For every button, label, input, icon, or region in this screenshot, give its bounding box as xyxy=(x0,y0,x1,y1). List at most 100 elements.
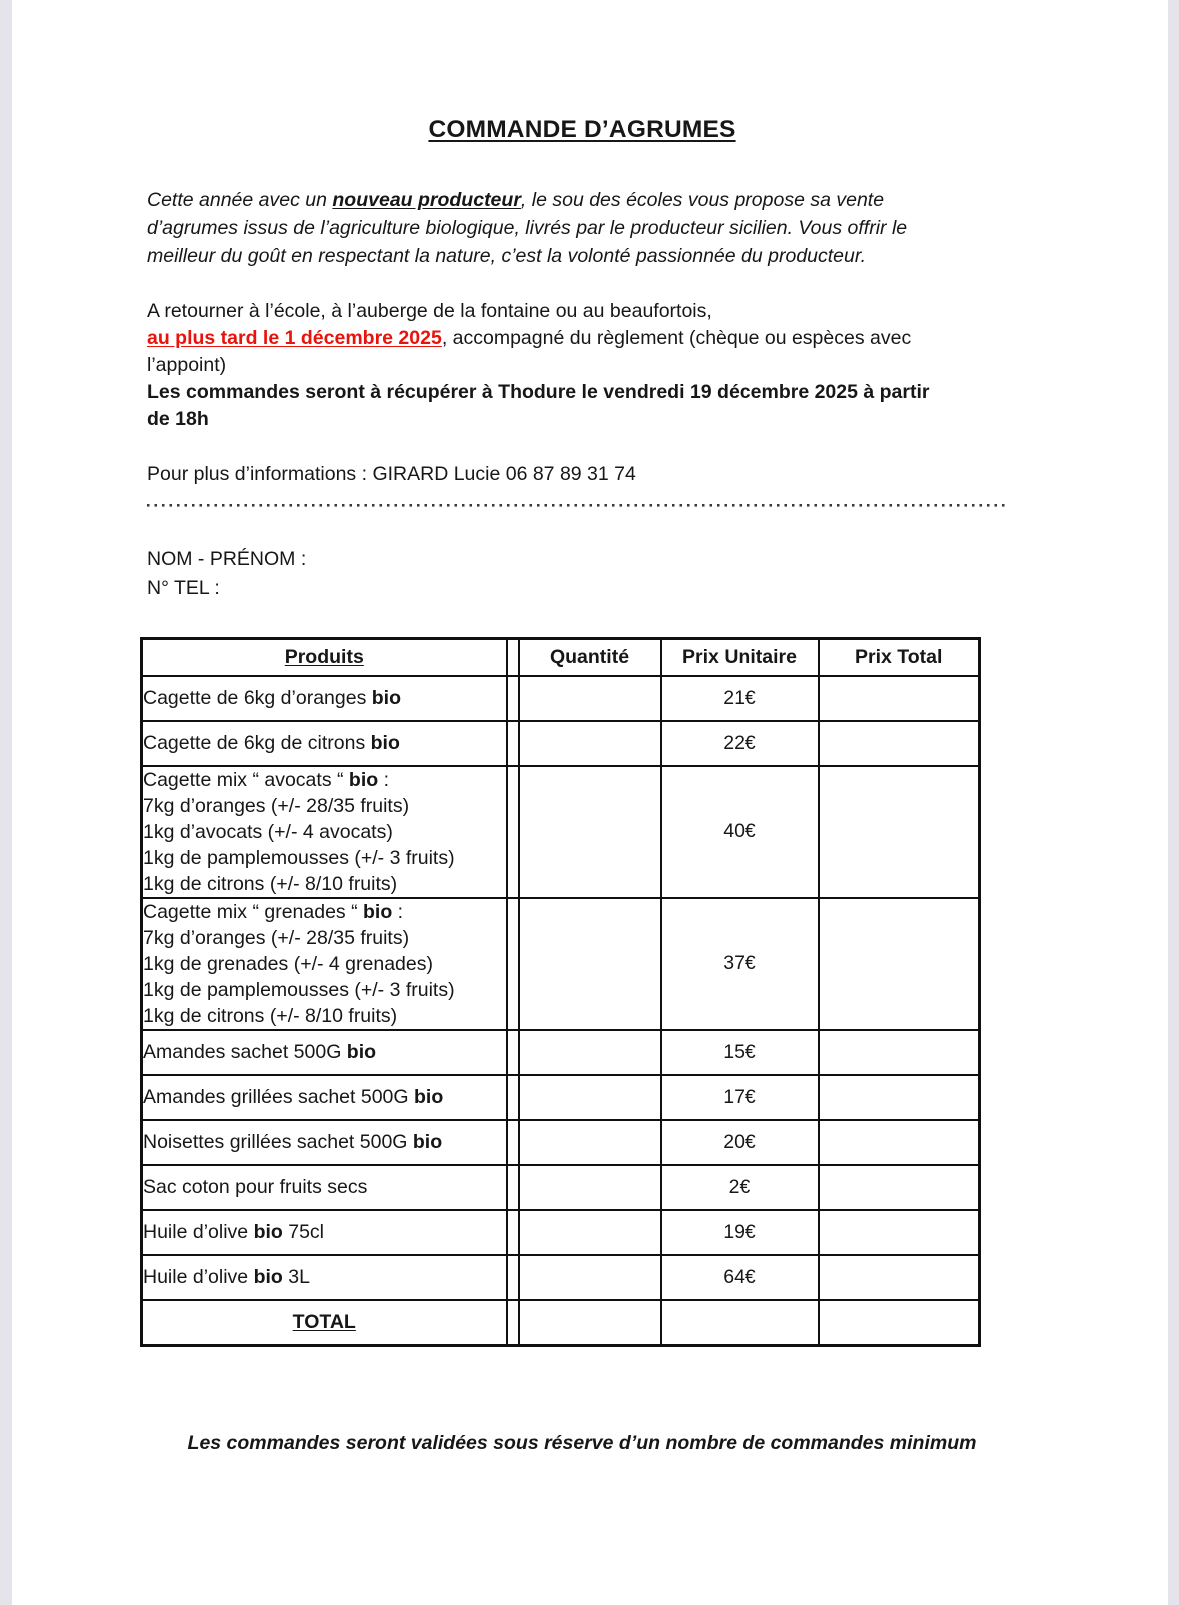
unit-price-cell: 15€ xyxy=(659,1028,820,1076)
product-line: Noisettes grillées sachet 500G bio xyxy=(143,1129,506,1155)
text-line: A retourner à l’école, à l’auberge de la… xyxy=(147,298,1017,325)
text-segment: bio xyxy=(413,1086,444,1108)
table-row: Cagette mix “ grenades “ bio :7kg d’oran… xyxy=(140,896,981,1031)
product-line: 1kg de citrons (+/- 8/10 fruits) xyxy=(143,871,506,897)
table-row: Amandes sachet 500G bio 15€ xyxy=(140,1028,981,1076)
total-price-cell xyxy=(817,1163,981,1211)
document-page: COMMANDE D’AGRUMES Cette année avec un n… xyxy=(12,0,1168,1605)
text-segment: nouveau producteur xyxy=(332,189,521,211)
column-gap xyxy=(505,1298,520,1347)
column-header-quantity: Quantité xyxy=(517,637,662,677)
product-cell: Cagette de 6kg de citrons bio xyxy=(140,719,508,767)
total-quantity-cell xyxy=(517,1298,662,1347)
phone-field-label: N° TEL : xyxy=(147,577,220,599)
text-segment: de 18h xyxy=(147,408,209,430)
page-title: COMMANDE D’AGRUMES xyxy=(428,116,736,143)
unit-price-cell: 21€ xyxy=(659,674,820,722)
text-segment: A retourner à l’école, à l’auberge de la… xyxy=(147,300,712,322)
total-price-cell xyxy=(817,1073,981,1121)
total-price-cell xyxy=(817,719,981,767)
text-segment: 1kg de citrons (+/- 8/10 fruits) xyxy=(143,1004,398,1027)
column-gap xyxy=(505,764,520,899)
text-segment: bio xyxy=(348,768,379,791)
total-price-cell xyxy=(817,1298,981,1347)
table-row: Cagette de 6kg de citrons bio 22€ xyxy=(140,719,981,767)
column-gap xyxy=(505,1118,520,1166)
product-line: Sac coton pour fruits secs xyxy=(143,1174,506,1200)
unit-price-cell: 19€ xyxy=(659,1208,820,1256)
product-cell: Huile d’olive bio 3L xyxy=(140,1253,508,1301)
product-cell: Amandes grillées sachet 500G bio xyxy=(140,1073,508,1121)
total-price-cell xyxy=(817,1028,981,1076)
text-line: de 18h xyxy=(147,406,1017,433)
quantity-cell xyxy=(517,1208,662,1256)
text-segment: bio xyxy=(346,1041,377,1063)
order-table-body: Cagette de 6kg d’oranges bio 21€ Cagette d… xyxy=(140,674,981,1301)
column-header-unit-price: Prix Unitaire xyxy=(659,637,820,677)
product-line: Huile d’olive bio 75cl xyxy=(143,1219,506,1245)
column-gap xyxy=(505,1028,520,1076)
product-line: 1kg d’avocats (+/- 4 avocats) xyxy=(143,819,506,845)
total-price-cell xyxy=(817,674,981,722)
contact-info: Pour plus d’informations : GIRARD Lucie … xyxy=(147,463,636,485)
text-segment: bio xyxy=(371,687,401,709)
table-row: Sac coton pour fruits secs 2€ xyxy=(140,1163,981,1211)
product-line: Cagette de 6kg d’oranges bio xyxy=(143,685,506,711)
product-line: 1kg de citrons (+/- 8/10 fruits) xyxy=(143,1003,506,1029)
column-header-total-price: Prix Total xyxy=(817,637,981,677)
dotted-separator xyxy=(147,504,1005,507)
text-segment: 75cl xyxy=(282,1221,325,1243)
product-line: Huile d’olive bio 3L xyxy=(143,1264,506,1290)
text-segment: 1kg de pamplemousses (+/- 3 fruits) xyxy=(143,846,455,869)
text-line: au plus tard le 1 décembre 2025, accompa… xyxy=(147,325,1017,352)
table-row: Cagette mix “ avocats “ bio :7kg d’orang… xyxy=(140,764,981,899)
total-label: TOTAL xyxy=(292,1310,356,1333)
quantity-cell xyxy=(517,1028,662,1076)
product-cell: Cagette mix “ grenades “ bio :7kg d’oran… xyxy=(140,896,508,1031)
intro-paragraph: Cette année avec un nouveau producteur, … xyxy=(147,186,1017,270)
text-segment: : xyxy=(378,768,389,791)
footer-note: Les commandes seront validées sous réser… xyxy=(187,1432,977,1454)
product-line: 1kg de grenades (+/- 4 grenades) xyxy=(143,951,506,977)
unit-price-cell: 20€ xyxy=(659,1118,820,1166)
table-row: Huile d’olive bio 75cl 19€ xyxy=(140,1208,981,1256)
unit-price-cell: 64€ xyxy=(659,1253,820,1301)
order-table: Produits Quantité Prix Unitaire Prix Tot… xyxy=(140,637,981,1347)
total-row: TOTAL xyxy=(140,1298,981,1347)
table-row: Huile d’olive bio 3L 64€ xyxy=(140,1253,981,1301)
text-segment: Cagette de 6kg d’oranges xyxy=(143,687,372,709)
quantity-cell xyxy=(517,1253,662,1301)
total-price-cell xyxy=(817,1253,981,1301)
text-segment: 7kg d’oranges (+/- 28/35 fruits) xyxy=(143,926,410,949)
column-header-products: Produits xyxy=(140,637,508,677)
product-line: Cagette mix “ grenades “ bio : xyxy=(143,899,506,925)
unit-price-cell: 40€ xyxy=(659,764,820,899)
text-segment: bio xyxy=(363,900,393,923)
text-segment: 1kg de pamplemousses (+/- 3 fruits) xyxy=(143,978,455,1001)
text-line: meilleur du goût en respectant la nature… xyxy=(147,242,1017,270)
product-cell: Sac coton pour fruits secs xyxy=(140,1163,508,1211)
product-cell: Huile d’olive bio 75cl xyxy=(140,1208,508,1256)
text-segment: : xyxy=(392,900,404,923)
product-cell: Noisettes grillées sachet 500G bio xyxy=(140,1118,508,1166)
quantity-cell xyxy=(517,1118,662,1166)
text-segment: Les commandes seront à récupérer à Thodu… xyxy=(147,381,930,403)
table-row: Noisettes grillées sachet 500G bio 20€ xyxy=(140,1118,981,1166)
unit-price-cell: 37€ xyxy=(659,896,820,1031)
quantity-cell xyxy=(517,896,662,1031)
text-segment: 7kg d’oranges (+/- 28/35 fruits) xyxy=(143,794,410,817)
total-unit-price-cell xyxy=(659,1298,820,1347)
product-line: 1kg de pamplemousses (+/- 3 fruits) xyxy=(143,845,506,871)
text-segment: d’agrumes issus de l’agriculture biologi… xyxy=(147,217,908,239)
product-line: Amandes sachet 500G bio xyxy=(143,1039,506,1065)
text-segment: , le sou des écoles vous propose sa vent… xyxy=(520,189,885,211)
text-segment: Cette année avec un xyxy=(147,189,333,211)
text-line: d’agrumes issus de l’agriculture biologi… xyxy=(147,214,1017,242)
text-segment: Noisettes grillées sachet 500G xyxy=(143,1131,413,1153)
table-row: Cagette de 6kg d’oranges bio 21€ xyxy=(140,674,981,722)
text-segment: 1kg d’avocats (+/- 4 avocats) xyxy=(143,820,393,843)
text-segment: Cagette de 6kg de citrons xyxy=(143,732,371,754)
text-segment: Huile d’olive xyxy=(143,1266,254,1288)
product-cell: Cagette de 6kg d’oranges bio xyxy=(140,674,508,722)
